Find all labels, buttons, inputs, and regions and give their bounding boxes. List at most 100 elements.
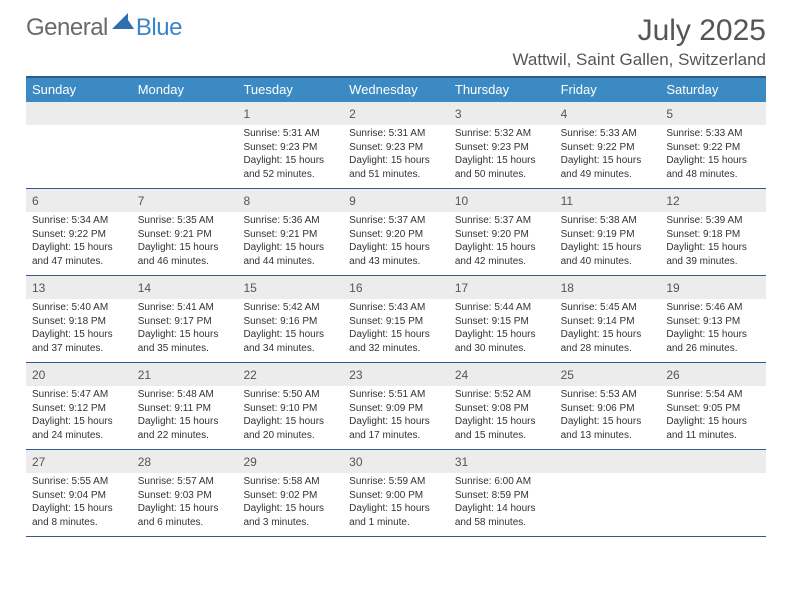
day-cell: 12Sunrise: 5:39 AMSunset: 9:18 PMDayligh… bbox=[660, 189, 766, 275]
day-cell: . bbox=[555, 450, 661, 536]
day-cell: 27Sunrise: 5:55 AMSunset: 9:04 PMDayligh… bbox=[26, 450, 132, 536]
day-daylight: Daylight: 15 hours and 44 minutes. bbox=[243, 241, 337, 268]
day-sunrise: Sunrise: 5:53 AM bbox=[561, 388, 655, 402]
day-cell: 23 Sunrise: 5:51 AMSunset: 9:09 PMDayligh… bbox=[343, 363, 449, 449]
day-cell: 18Sunrise: 5:45 AMSunset: 9:14 PMDayligh… bbox=[555, 276, 661, 362]
day-daylight: Daylight: 15 hours and 22 minutes. bbox=[138, 415, 232, 442]
weeks-container: ..1Sunrise: 5:31 AMSunset: 9:23 PMDaylig… bbox=[26, 102, 766, 537]
day-daylight: Daylight: 15 hours and 50 minutes. bbox=[455, 154, 549, 181]
day-sunrise: Sunrise: 5:50 AM bbox=[243, 388, 337, 402]
day-number-row: 31 bbox=[449, 450, 555, 473]
week-row: 20Sunrise: 5:47 AMSunset: 9:12 PMDayligh… bbox=[26, 363, 766, 450]
day-cell: 15 Sunrise: 5:42 AMSunset: 9:16 PMDayligh… bbox=[237, 276, 343, 362]
day-body: Sunrise: 5:57 AMSunset: 9:03 PMDaylight:… bbox=[132, 473, 238, 536]
day-sunrise: Sunrise: 5:33 AM bbox=[666, 127, 760, 141]
day-sunrise: Sunrise: 5:46 AM bbox=[666, 301, 760, 315]
day-sunrise: Sunrise: 5:31 AM bbox=[349, 127, 443, 141]
day-sunrise: Sunrise: 6:00 AM bbox=[455, 475, 549, 489]
day-sunrise: Sunrise: 5:57 AM bbox=[138, 475, 232, 489]
day-number: 3 bbox=[455, 107, 462, 121]
day-daylight: Daylight: 15 hours and 17 minutes. bbox=[349, 415, 443, 442]
day-number-row: 6 bbox=[26, 189, 132, 212]
day-sunset: Sunset: 9:20 PM bbox=[349, 228, 443, 242]
day-sunset: Sunset: 9:20 PM bbox=[455, 228, 549, 242]
day-sunrise: Sunrise: 5:45 AM bbox=[561, 301, 655, 315]
day-daylight: Daylight: 15 hours and 24 minutes. bbox=[32, 415, 126, 442]
day-sunset: Sunset: 9:19 PM bbox=[561, 228, 655, 242]
day-sunrise: Sunrise: 5:36 AM bbox=[243, 214, 337, 228]
day-body: Sunrise: 5:58 AMSunset: 9:02 PMDaylight:… bbox=[237, 473, 343, 536]
day-daylight: Daylight: 15 hours and 35 minutes. bbox=[138, 328, 232, 355]
day-number-row: 23 bbox=[343, 363, 449, 386]
day-sunset: Sunset: 9:18 PM bbox=[666, 228, 760, 242]
day-body: Sunrise: 5:31 AMSunset: 9:23 PMDaylight:… bbox=[343, 125, 449, 188]
day-sunrise: Sunrise: 5:32 AM bbox=[455, 127, 549, 141]
day-body: Sunrise: 5:42 AMSunset: 9:16 PMDaylight:… bbox=[237, 299, 343, 362]
day-of-week-header: Sunday Monday Tuesday Wednesday Thursday… bbox=[26, 78, 766, 102]
day-daylight: Daylight: 15 hours and 34 minutes. bbox=[243, 328, 337, 355]
day-sunset: Sunset: 9:03 PM bbox=[138, 489, 232, 503]
day-cell: 1Sunrise: 5:31 AMSunset: 9:23 PMDaylight… bbox=[237, 102, 343, 188]
month-title: July 2025 bbox=[512, 14, 766, 48]
day-cell: 4Sunrise: 5:33 AMSunset: 9:22 PMDaylight… bbox=[555, 102, 661, 188]
day-sunset: Sunset: 9:22 PM bbox=[666, 141, 760, 155]
day-number-row: 13 bbox=[26, 276, 132, 299]
day-body: Sunrise: 5:55 AMSunset: 9:04 PMDaylight:… bbox=[26, 473, 132, 536]
day-daylight: Daylight: 15 hours and 42 minutes. bbox=[455, 241, 549, 268]
day-body: Sunrise: 5:54 AMSunset: 9:05 PMDaylight:… bbox=[660, 386, 766, 449]
day-number-row: 5 bbox=[660, 102, 766, 125]
day-daylight: Daylight: 15 hours and 6 minutes. bbox=[138, 502, 232, 529]
day-daylight: Daylight: 15 hours and 47 minutes. bbox=[32, 241, 126, 268]
day-number: 14 bbox=[138, 281, 151, 295]
day-cell: 20Sunrise: 5:47 AMSunset: 9:12 PMDayligh… bbox=[26, 363, 132, 449]
day-number: 10 bbox=[455, 194, 468, 208]
day-body: Sunrise: 5:37 AMSunset: 9:20 PMDaylight:… bbox=[343, 212, 449, 275]
day-sunset: Sunset: 9:15 PM bbox=[455, 315, 549, 329]
day-sunrise: Sunrise: 5:42 AM bbox=[243, 301, 337, 315]
day-body: Sunrise: 5:45 AMSunset: 9:14 PMDaylight:… bbox=[555, 299, 661, 362]
day-daylight: Daylight: 15 hours and 1 minute. bbox=[349, 502, 443, 529]
day-sunrise: Sunrise: 5:54 AM bbox=[666, 388, 760, 402]
day-cell: 6Sunrise: 5:34 AMSunset: 9:22 PMDaylight… bbox=[26, 189, 132, 275]
day-number: 15 bbox=[243, 281, 256, 295]
day-number-row: 22 bbox=[237, 363, 343, 386]
day-sunset: Sunset: 9:02 PM bbox=[243, 489, 337, 503]
day-sunrise: Sunrise: 5:58 AM bbox=[243, 475, 337, 489]
day-sunrise: Sunrise: 5:43 AM bbox=[349, 301, 443, 315]
day-sunset: Sunset: 9:14 PM bbox=[561, 315, 655, 329]
day-daylight: Daylight: 15 hours and 28 minutes. bbox=[561, 328, 655, 355]
day-cell: 25Sunrise: 5:53 AMSunset: 9:06 PMDayligh… bbox=[555, 363, 661, 449]
dow-wednesday: Wednesday bbox=[343, 78, 449, 102]
day-daylight: Daylight: 15 hours and 48 minutes. bbox=[666, 154, 760, 181]
day-sunrise: Sunrise: 5:37 AM bbox=[455, 214, 549, 228]
day-number-row: 29 bbox=[237, 450, 343, 473]
day-number-row: . bbox=[132, 102, 238, 125]
day-sunrise: Sunrise: 5:51 AM bbox=[349, 388, 443, 402]
day-daylight: Daylight: 15 hours and 20 minutes. bbox=[243, 415, 337, 442]
dow-thursday: Thursday bbox=[449, 78, 555, 102]
day-number: 23 bbox=[349, 368, 362, 382]
day-cell: 7Sunrise: 5:35 AMSunset: 9:21 PMDaylight… bbox=[132, 189, 238, 275]
day-cell: 5 Sunrise: 5:33 AMSunset: 9:22 PMDaylight… bbox=[660, 102, 766, 188]
day-sunset: Sunset: 9:18 PM bbox=[32, 315, 126, 329]
day-body: Sunrise: 5:43 AMSunset: 9:15 PMDaylight:… bbox=[343, 299, 449, 362]
day-number: 4 bbox=[561, 107, 568, 121]
day-number-row: 2 bbox=[343, 102, 449, 125]
day-sunrise: Sunrise: 5:35 AM bbox=[138, 214, 232, 228]
day-body: Sunrise: 5:50 AMSunset: 9:10 PMDaylight:… bbox=[237, 386, 343, 449]
day-body: Sunrise: 5:35 AMSunset: 9:21 PMDaylight:… bbox=[132, 212, 238, 275]
day-body: Sunrise: 5:51 AMSunset: 9:09 PMDaylight:… bbox=[343, 386, 449, 449]
day-cell: 8Sunrise: 5:36 AMSunset: 9:21 PMDaylight… bbox=[237, 189, 343, 275]
day-daylight: Daylight: 14 hours and 58 minutes. bbox=[455, 502, 549, 529]
dow-sunday: Sunday bbox=[26, 78, 132, 102]
day-cell: 29Sunrise: 5:58 AMSunset: 9:02 PMDayligh… bbox=[237, 450, 343, 536]
day-sunset: Sunset: 8:59 PM bbox=[455, 489, 549, 503]
dow-monday: Monday bbox=[132, 78, 238, 102]
day-number-row: 15 bbox=[237, 276, 343, 299]
day-sunset: Sunset: 9:17 PM bbox=[138, 315, 232, 329]
day-body: Sunrise: 5:46 AMSunset: 9:13 PMDaylight:… bbox=[660, 299, 766, 362]
day-sunrise: Sunrise: 5:48 AM bbox=[138, 388, 232, 402]
day-daylight: Daylight: 15 hours and 30 minutes. bbox=[455, 328, 549, 355]
day-number-row: 3 bbox=[449, 102, 555, 125]
day-number-row: 7 bbox=[132, 189, 238, 212]
